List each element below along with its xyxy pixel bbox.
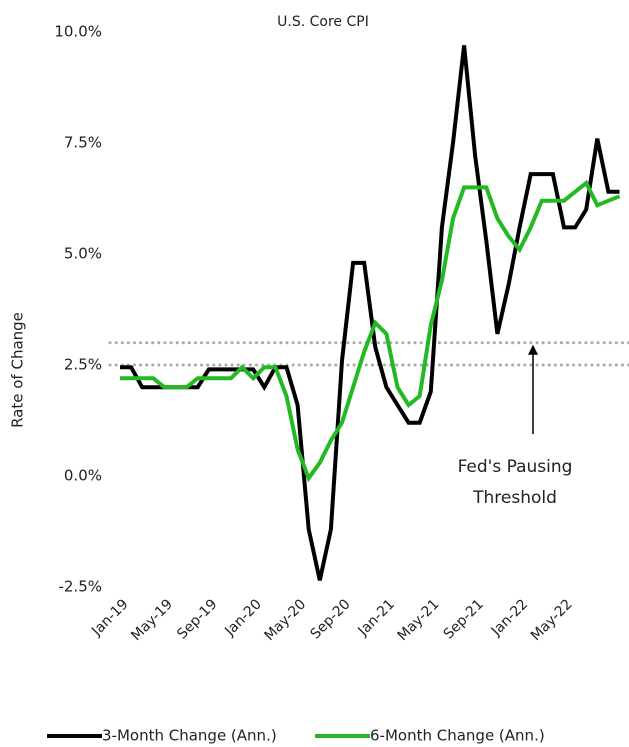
- y-tick-label: 7.5%: [64, 134, 102, 152]
- annotation-text: Fed's Pausing: [458, 457, 573, 477]
- annotation-text: Threshold: [472, 488, 557, 508]
- x-tick-label: Sep-19: [174, 596, 220, 642]
- x-tick-label: May-20: [261, 596, 309, 644]
- x-tick-label: Jan-21: [355, 596, 398, 639]
- arrow-head: [528, 344, 538, 355]
- x-tick-label: Jan-22: [488, 596, 531, 639]
- legend-label: 3-Month Change (Ann.): [102, 727, 277, 745]
- chart-title: U.S. Core CPI: [277, 14, 369, 30]
- legend-label: 6-Month Change (Ann.): [370, 727, 545, 745]
- y-tick-label: 5.0%: [64, 245, 102, 263]
- y-axis-label: Rate of Change: [9, 312, 27, 428]
- x-tick-label: May-19: [128, 596, 176, 644]
- x-tick-label: Sep-20: [308, 596, 354, 642]
- x-tick-label: May-21: [395, 596, 443, 644]
- x-tick-label: Sep-21: [441, 596, 487, 642]
- x-tick-label: May-22: [528, 596, 576, 644]
- y-tick-label: 2.5%: [64, 356, 102, 374]
- y-tick-label: 0.0%: [64, 467, 102, 485]
- x-tick-label: Jan-20: [221, 596, 264, 639]
- x-tick-label: Jan-19: [88, 596, 131, 639]
- y-tick-label: -2.5%: [58, 578, 102, 596]
- y-tick-label: 10.0%: [54, 23, 102, 41]
- series-line: [120, 179, 621, 483]
